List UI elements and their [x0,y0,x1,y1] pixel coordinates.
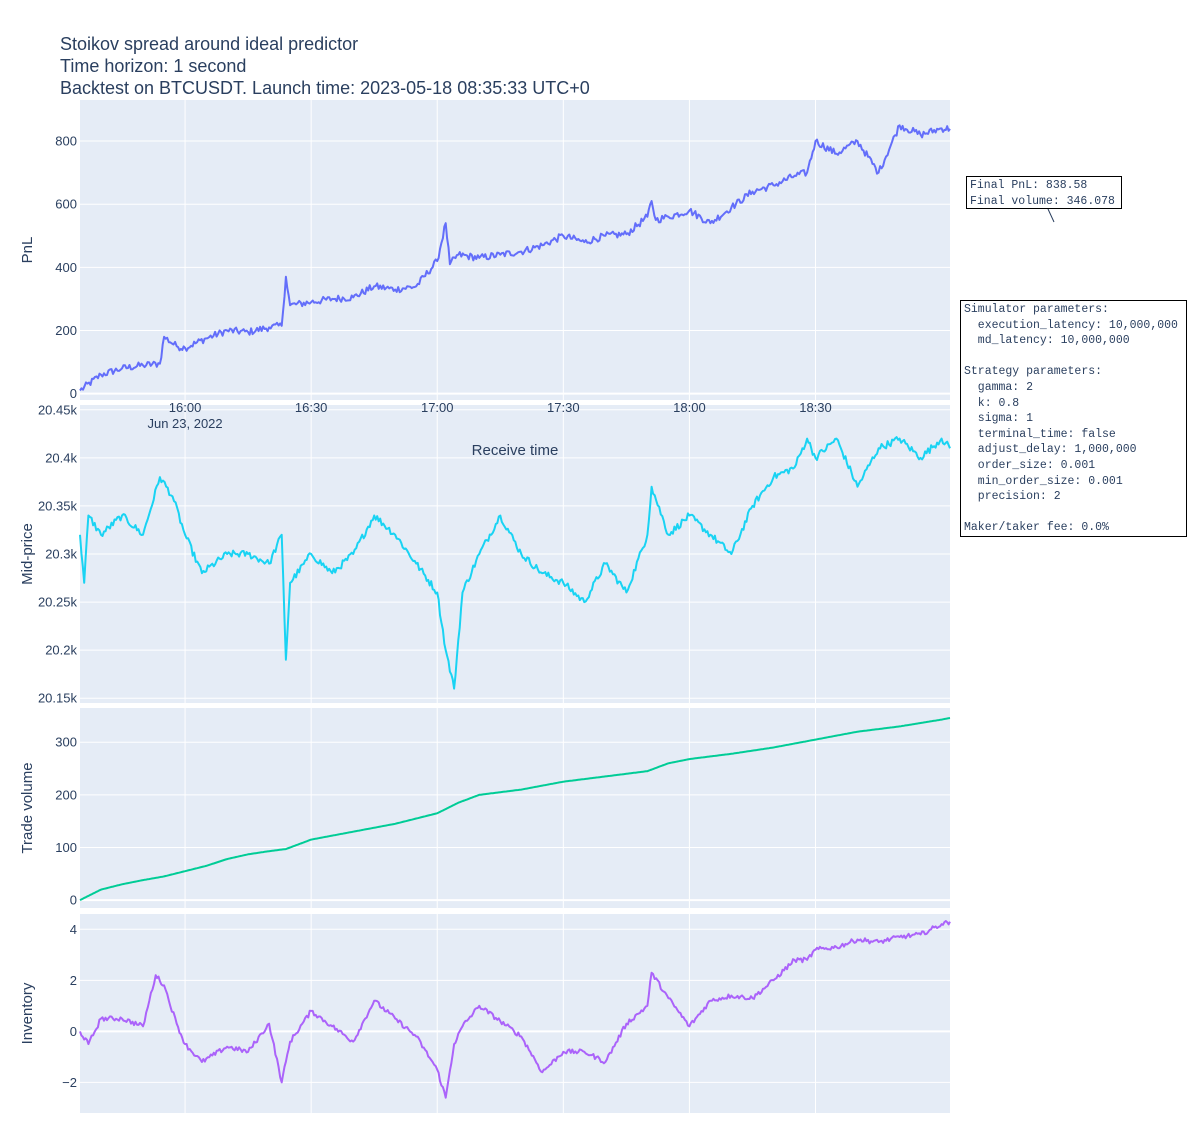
x-axis-ticks: 16:00 16:30 17:00 17:30 18:00 18:30 Jun 23, 20… [147,400,831,431]
y-tick-label-pnl-4: 800 [55,134,77,149]
title-line-3: Backtest on BTCUSDT. Launch time: 2023-0… [60,78,590,98]
panel-inventory: −2 0 2 4 Inventory [19,914,951,1113]
final-results-annotation: Final PnL: 838.58 Final volume: 346.078 [966,176,1122,209]
panel-pnl: 0 200 400 600 800 PnL [19,100,951,401]
y-tick-label-mid-5: 20.4k [45,450,77,465]
y-axis-title-volume: Trade volume [19,762,36,853]
y-tick-label-volume-1: 100 [55,840,77,855]
series-line-mid [79,436,951,690]
x-tick-label-3: 17:30 [547,400,580,415]
x-tick-label-0: 16:00 [169,400,202,415]
y-tick-label-pnl-3: 600 [55,197,77,212]
y-tick-label-mid-2: 20.25k [38,595,78,610]
y-tick-label-volume-0: 0 [70,893,77,908]
y-tick-label-mid-6: 20.45k [38,402,78,417]
y-tick-label-mid-1: 20.2k [45,643,77,658]
chart-title: Stoikov spread around ideal predictor Ti… [60,34,590,98]
x-tick-label-1: 16:30 [295,400,328,415]
y-tick-label-volume-3: 300 [55,735,77,750]
x-axis-title: Receive time [472,442,559,459]
y-tick-label-mid-3: 20.3k [45,547,77,562]
title-line-1: Stoikov spread around ideal predictor [60,34,358,54]
x-tick-label-4: 18:00 [673,400,706,415]
y-tick-label-inventory-0: −2 [62,1075,77,1090]
x-tick-label-2: 17:00 [421,400,454,415]
series-line-volume [79,717,951,902]
y-tick-label-volume-2: 200 [55,787,77,802]
y-tick-label-inventory-1: 0 [70,1024,77,1039]
y-tick-label-pnl-1: 200 [55,323,77,338]
panels: 0200400600800PnL20.15k20.2k20.25k20.3k20… [19,100,951,1113]
y-axis-title-inventory: Inventory [19,982,36,1044]
y-tick-label-pnl-2: 400 [55,260,77,275]
annotation-arrow [1047,208,1055,223]
y-axis-title-pnl: PnL [19,237,36,264]
series-line-inventory [79,920,951,1099]
y-tick-label-mid-0: 20.15k [38,691,78,706]
plot-area-pnl [80,100,950,400]
x-tick-label-5: 18:30 [799,400,832,415]
y-tick-label-inventory-3: 4 [70,922,77,937]
panel-mid: 20.15k 20.2k 20.25k 20.3k 20.35k 20.4k 20.45k M… [19,402,951,706]
y-tick-label-pnl-0: 0 [70,386,77,401]
y-axis-title-mid: Mid-price [19,523,36,585]
x-date-label: Jun 23, 2022 [147,416,222,431]
y-tick-label-inventory-2: 2 [70,973,77,988]
panel-volume: 0 100 200 300 Trade volume [19,708,951,908]
parameters-annotation: Simulator parameters: execution_latency:… [960,300,1187,537]
y-tick-label-mid-4: 20.35k [38,498,78,513]
title-line-2: Time horizon: 1 second [60,56,246,76]
series-line-pnl [79,124,951,392]
plot-area-inventory [80,914,950,1113]
